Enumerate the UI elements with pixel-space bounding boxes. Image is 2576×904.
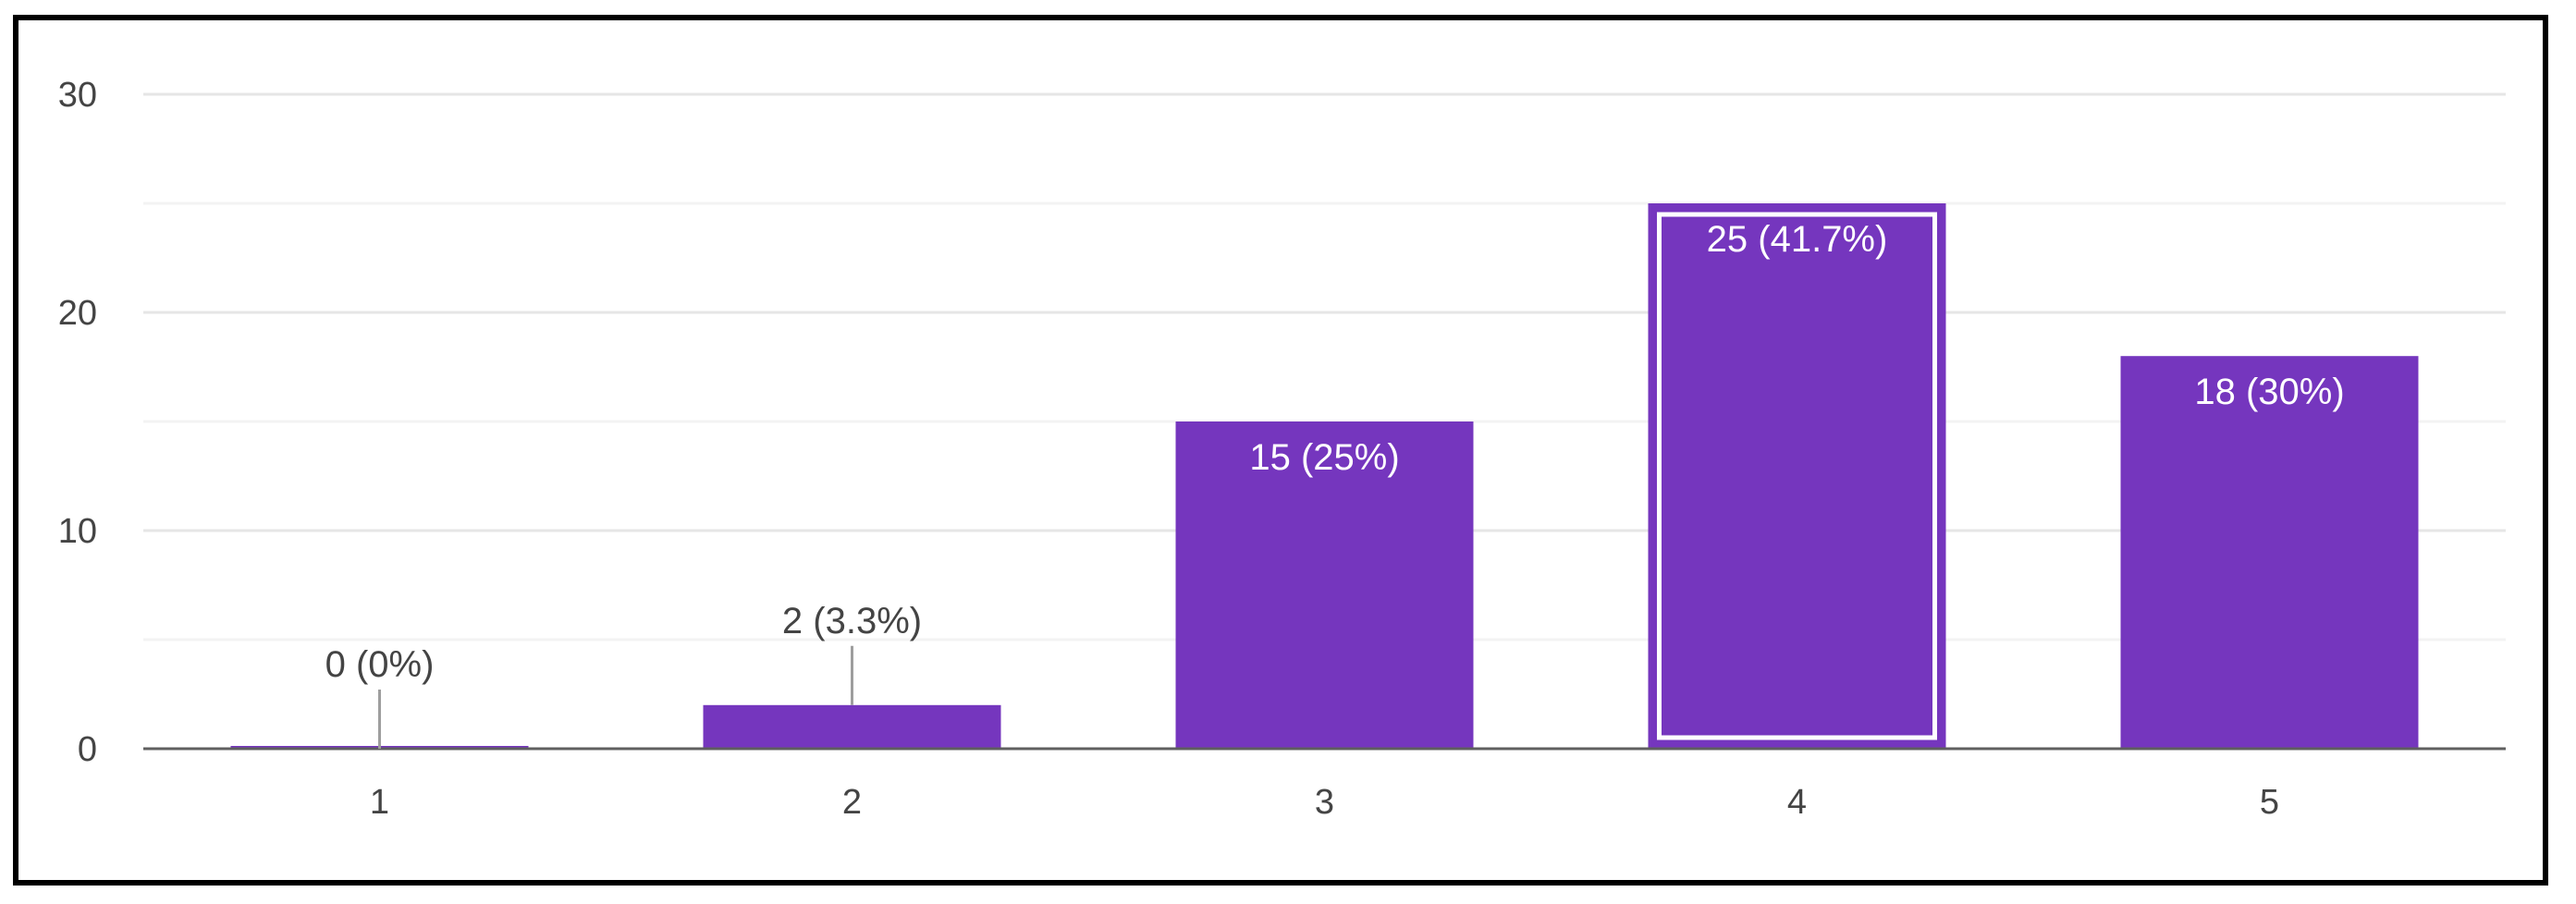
y-tick-label: 20 [58, 294, 97, 333]
data-label: 15 (25%) [1249, 437, 1399, 478]
bar-highlight-outline [1657, 212, 1937, 740]
bar [2120, 356, 2419, 749]
x-tick-label: 3 [1315, 783, 1334, 822]
axes: 0 10 20 30 1 2 3 4 5 [58, 76, 2506, 822]
x-tick-label: 4 [1787, 783, 1807, 822]
data-label: 2 (3.3%) [782, 601, 922, 641]
bar [1175, 421, 1474, 749]
y-tick-label: 30 [58, 76, 97, 115]
bars [230, 203, 2419, 749]
bar [1648, 203, 1946, 749]
x-tick-label: 2 [842, 783, 862, 822]
x-tick-label: 5 [2260, 783, 2279, 822]
data-label: 0 (0%) [325, 644, 435, 685]
gridlines [143, 92, 2506, 641]
y-tick-label: 10 [58, 512, 97, 551]
data-label: 25 (41.7%) [1707, 219, 1888, 260]
y-tick-label: 0 [78, 730, 97, 769]
bar [703, 704, 1001, 749]
data-labels: 0 (0%) 2 (3.3%) 15 (25%) 25 (41.7%) 18 (30%) [325, 219, 2345, 749]
data-label: 18 (30%) [2194, 372, 2344, 412]
x-tick-label: 1 [370, 783, 389, 822]
